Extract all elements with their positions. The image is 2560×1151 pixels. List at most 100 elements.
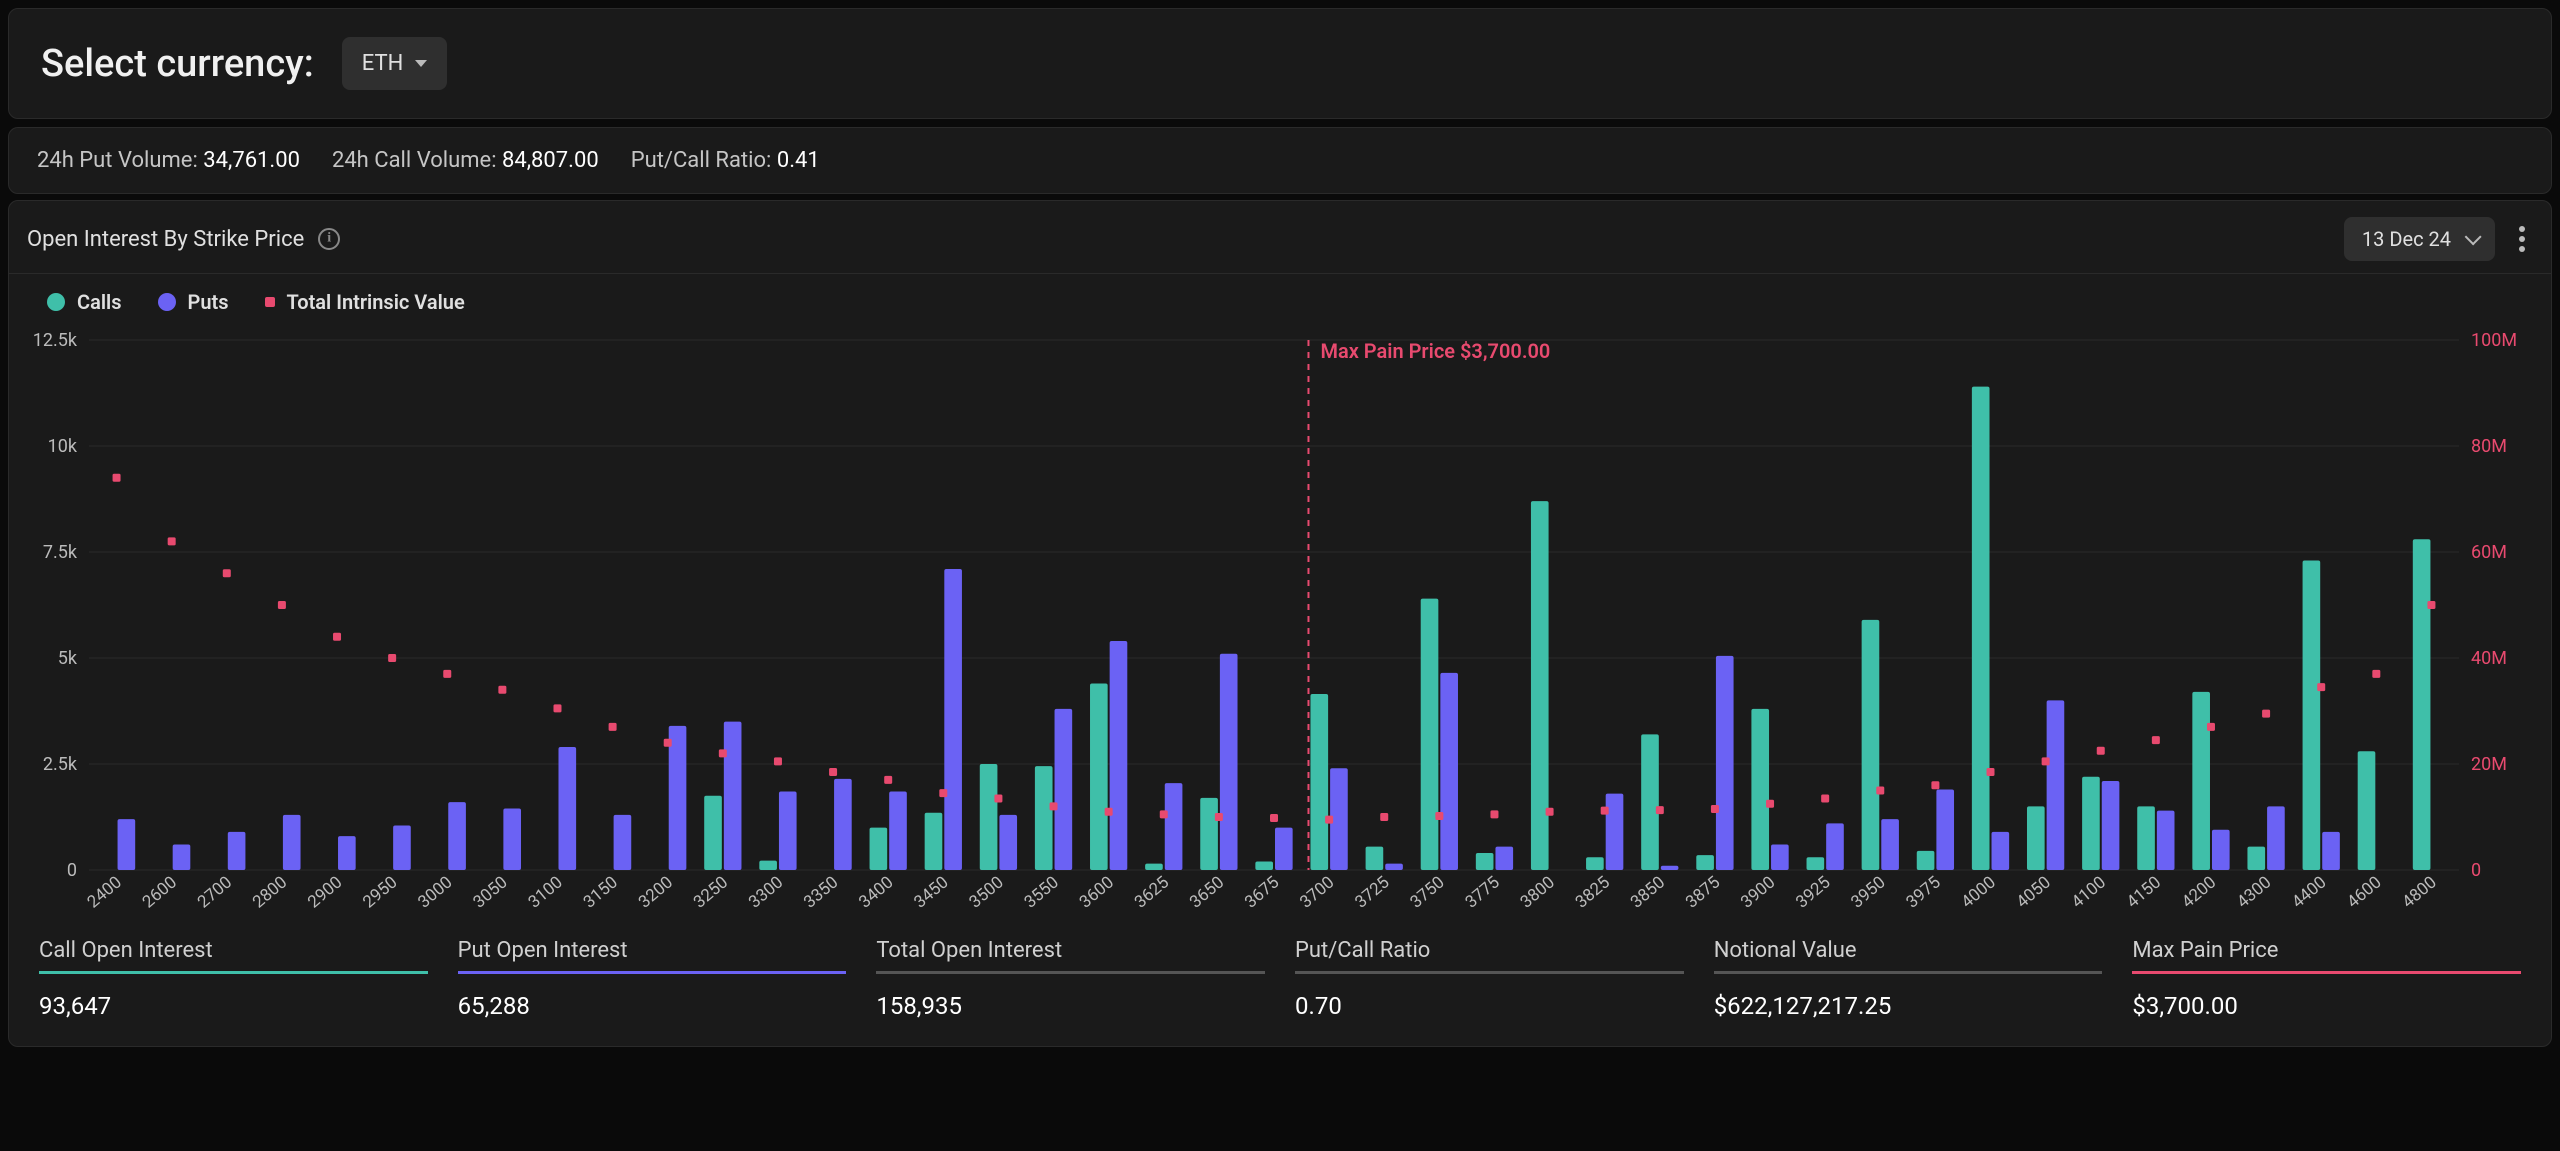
svg-text:3550: 3550 [1021, 873, 1063, 913]
info-icon[interactable] [318, 228, 340, 250]
svg-text:4600: 4600 [2343, 873, 2385, 913]
chart-area: 02.5k5k7.5k10k12.5k020M40M60M80M100MMax … [27, 330, 2533, 920]
svg-text:0: 0 [2471, 860, 2481, 881]
svg-text:3400: 3400 [855, 873, 897, 913]
chart-header-right: 13 Dec 24 [2344, 217, 2531, 261]
put-call-ratio-label: Put/Call Ratio: [631, 148, 772, 173]
svg-text:3750: 3750 [1406, 873, 1448, 913]
svg-text:4000: 4000 [1958, 873, 2000, 913]
legend-intrinsic-label: Total Intrinsic Value [287, 290, 465, 314]
open-interest-chart: 02.5k5k7.5k10k12.5k020M40M60M80M100MMax … [27, 330, 2533, 920]
svg-text:3150: 3150 [580, 873, 622, 913]
svg-text:2600: 2600 [139, 873, 181, 913]
svg-text:2400: 2400 [84, 873, 126, 913]
summary-card-value: 0.70 [1295, 984, 1684, 1020]
currency-dropdown-value: ETH [362, 51, 404, 76]
stats-bar: 24h Put Volume: 34,761.00 24h Call Volum… [8, 127, 2552, 194]
chart-title: Open Interest By Strike Price [27, 227, 304, 252]
svg-text:3300: 3300 [745, 873, 787, 913]
summary-card-value: $3,700.00 [2132, 984, 2521, 1020]
summary-row: Call Open Interest 93,647 Put Open Interes… [9, 920, 2551, 1046]
summary-card-label: Call Open Interest [39, 938, 428, 974]
svg-text:3800: 3800 [1517, 873, 1559, 913]
svg-text:100M: 100M [2471, 330, 2517, 351]
summary-card: Call Open Interest 93,647 [39, 938, 428, 1020]
put-volume-label: 24h Put Volume: [37, 148, 198, 173]
svg-text:4300: 4300 [2233, 873, 2275, 913]
svg-text:3875: 3875 [1682, 873, 1724, 913]
svg-text:3625: 3625 [1131, 873, 1173, 913]
legend-calls-label: Calls [77, 290, 122, 314]
svg-text:4150: 4150 [2123, 873, 2165, 913]
svg-text:3450: 3450 [910, 873, 952, 913]
svg-text:4400: 4400 [2288, 873, 2330, 913]
summary-card-label: Put/Call Ratio [1295, 938, 1684, 974]
svg-text:40M: 40M [2471, 648, 2507, 669]
svg-text:3900: 3900 [1737, 873, 1779, 913]
currency-dropdown[interactable]: ETH [342, 37, 448, 90]
legend-puts[interactable]: Puts [158, 290, 229, 314]
call-volume-stat: 24h Call Volume: 84,807.00 [332, 148, 599, 173]
svg-text:3500: 3500 [965, 873, 1007, 913]
put-call-ratio-stat: Put/Call Ratio: 0.41 [631, 148, 820, 173]
svg-text:3975: 3975 [1902, 873, 1944, 913]
svg-text:3775: 3775 [1462, 873, 1504, 913]
svg-text:4100: 4100 [2068, 873, 2110, 913]
summary-card-value: 93,647 [39, 984, 428, 1020]
caret-down-icon [415, 60, 427, 67]
select-currency-label: Select currency: [41, 42, 314, 86]
calls-swatch-icon [47, 293, 65, 311]
svg-text:3100: 3100 [525, 873, 567, 913]
svg-text:4200: 4200 [2178, 873, 2220, 913]
summary-card-value: $622,127,217.25 [1714, 984, 2103, 1020]
intrinsic-swatch-icon [265, 297, 275, 307]
chart-header: Open Interest By Strike Price 13 Dec 24 [9, 201, 2551, 274]
summary-card-label: Total Open Interest [876, 938, 1265, 974]
summary-card: Total Open Interest 158,935 [876, 938, 1265, 1020]
svg-text:2800: 2800 [249, 873, 291, 913]
svg-text:3725: 3725 [1351, 873, 1393, 913]
summary-card: Put/Call Ratio 0.70 [1295, 938, 1684, 1020]
put-volume-stat: 24h Put Volume: 34,761.00 [37, 148, 300, 173]
svg-text:3050: 3050 [469, 873, 511, 913]
svg-text:3700: 3700 [1296, 873, 1338, 913]
summary-card: Put Open Interest65,288 [458, 938, 847, 1020]
svg-text:3200: 3200 [635, 873, 677, 913]
legend-intrinsic[interactable]: Total Intrinsic Value [265, 290, 465, 314]
svg-text:7.5k: 7.5k [43, 542, 78, 563]
legend-calls[interactable]: Calls [47, 290, 122, 314]
svg-text:3850: 3850 [1627, 873, 1669, 913]
call-volume-label: 24h Call Volume: [332, 148, 497, 173]
svg-text:12.5k: 12.5k [33, 330, 78, 351]
svg-text:4050: 4050 [2013, 873, 2055, 913]
summary-card-value: 158,935 [876, 984, 1265, 1020]
svg-text:10k: 10k [48, 436, 78, 457]
svg-text:20M: 20M [2471, 754, 2507, 775]
more-menu-button[interactable] [2513, 224, 2531, 254]
svg-text:2950: 2950 [359, 873, 401, 913]
summary-card: Max Pain Price $3,700.00 [2132, 938, 2521, 1020]
svg-text:2900: 2900 [304, 873, 346, 913]
currency-header: Select currency: ETH [8, 8, 2552, 119]
svg-text:3600: 3600 [1076, 873, 1118, 913]
summary-card-label: Notional Value [1714, 938, 2103, 974]
puts-swatch-icon [158, 293, 176, 311]
put-volume-value: 34,761.00 [203, 148, 300, 173]
svg-text:3675: 3675 [1241, 873, 1283, 913]
legend-puts-label: Puts [188, 290, 229, 314]
svg-text:3950: 3950 [1847, 873, 1889, 913]
date-dropdown[interactable]: 13 Dec 24 [2344, 217, 2495, 261]
svg-text:2.5k: 2.5k [43, 754, 78, 775]
chevron-down-icon [2465, 228, 2482, 245]
chart-title-wrap: Open Interest By Strike Price [27, 227, 340, 252]
svg-text:Max Pain Price $3,700.00: Max Pain Price $3,700.00 [1320, 339, 1550, 363]
put-call-ratio-value: 0.41 [777, 148, 820, 173]
chart-panel: Open Interest By Strike Price 13 Dec 24 … [8, 200, 2552, 1047]
svg-text:2700: 2700 [194, 873, 236, 913]
summary-card-label: Max Pain Price [2132, 938, 2521, 974]
svg-text:3250: 3250 [690, 873, 732, 913]
svg-text:3650: 3650 [1186, 873, 1228, 913]
summary-card: Notional Value $622,127,217.25 [1714, 938, 2103, 1020]
svg-text:60M: 60M [2471, 542, 2507, 563]
svg-text:3925: 3925 [1792, 873, 1834, 913]
